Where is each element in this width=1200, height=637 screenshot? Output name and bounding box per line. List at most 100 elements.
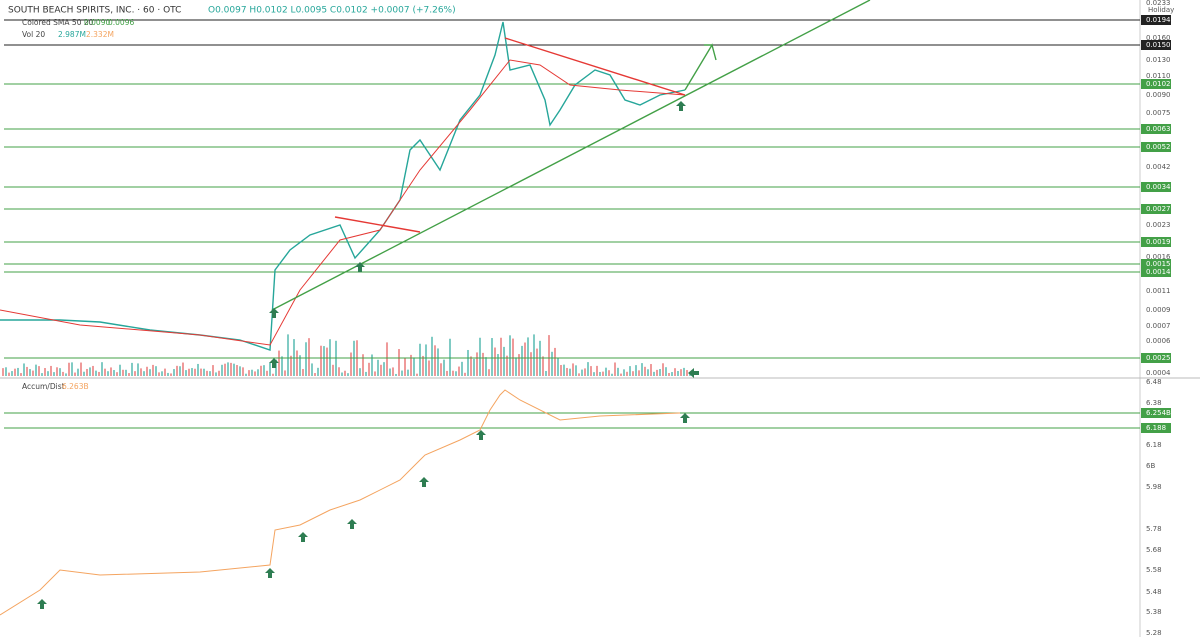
volume-bar	[32, 370, 34, 376]
volume-bar	[347, 373, 349, 376]
volume-bar	[443, 359, 445, 376]
volume-bar	[527, 337, 529, 376]
volume-bar	[389, 368, 391, 376]
volume-bar	[218, 370, 220, 376]
arrow-marker	[680, 413, 690, 423]
volume-bar	[62, 371, 64, 376]
axis-label: 0.0034	[1146, 183, 1171, 191]
volume-bar	[95, 370, 97, 376]
axis-label: 0.0023	[1146, 221, 1171, 229]
volume-bar	[410, 354, 412, 376]
volume-bar	[101, 362, 103, 376]
arrow-marker	[688, 368, 699, 378]
axis-label: 0.0150	[1146, 41, 1171, 49]
axis-label: 0.0130	[1146, 56, 1171, 64]
volume-bar	[158, 372, 160, 376]
volume-bar	[122, 369, 124, 376]
volume-bar	[131, 362, 133, 376]
axis-label: 0.0007	[1146, 322, 1171, 330]
volume-bar	[434, 345, 436, 376]
volume-bar	[194, 368, 196, 376]
label-box	[1141, 142, 1171, 152]
volume-bar	[71, 362, 73, 376]
volume-bar	[431, 336, 433, 376]
volume-bar	[299, 355, 301, 376]
volume-bar	[38, 366, 40, 376]
volume-bar	[170, 373, 172, 376]
volume-bar	[281, 356, 283, 376]
resistance-line	[334, 216, 421, 233]
label-box	[1141, 423, 1171, 433]
volume-bar	[113, 370, 115, 376]
volume-bar	[683, 367, 685, 376]
volume-bar	[404, 357, 406, 376]
volume-bar	[179, 366, 181, 376]
volume-bar	[263, 365, 265, 376]
arrow-marker	[269, 308, 279, 318]
volume-bars	[2, 334, 691, 376]
legend-sma-a: 0.0090	[84, 18, 110, 27]
volume-bar	[209, 371, 211, 376]
volume-bar	[269, 362, 271, 376]
volume-bar	[569, 368, 571, 376]
volume-bar	[137, 363, 139, 376]
volume-bar	[509, 335, 511, 376]
axis-label: 0.0006	[1146, 337, 1171, 345]
volume-bar	[536, 348, 538, 376]
volume-bar	[458, 366, 460, 376]
volume-bar	[677, 370, 679, 376]
volume-bar	[371, 354, 373, 376]
axis-label: 5.48	[1146, 588, 1162, 596]
accum-dist-line	[0, 389, 681, 616]
volume-bar	[521, 345, 523, 376]
volume-bar	[452, 370, 454, 376]
volume-bar	[530, 352, 532, 376]
axis-label: 6B	[1146, 462, 1155, 470]
arrow-marker	[676, 101, 686, 111]
volume-bar	[248, 370, 250, 376]
volume-bar	[362, 354, 364, 376]
volume-bar	[503, 346, 505, 376]
axis-label: 6.188	[1146, 424, 1166, 432]
volume-bar	[80, 362, 82, 376]
volume-bar	[92, 365, 94, 376]
volume-bar	[584, 368, 586, 376]
arrow-marker	[265, 568, 275, 578]
volume-bar	[461, 361, 463, 376]
volume-bar	[428, 360, 430, 376]
volume-bar	[653, 371, 655, 376]
sma-50	[0, 59, 686, 346]
axis-label: 0.0014	[1146, 268, 1171, 276]
volume-bar	[314, 373, 316, 376]
axis-label: 0.0052	[1146, 143, 1171, 151]
volume-bar	[287, 334, 289, 376]
volume-bar	[596, 365, 598, 376]
volume-bar	[350, 352, 352, 376]
volume-bar	[662, 363, 664, 376]
volume-bar	[671, 372, 673, 376]
axis-label: 0.0019	[1146, 238, 1171, 246]
axis-label: 5.68	[1146, 546, 1162, 554]
volume-bar	[185, 370, 187, 376]
volume-bar	[56, 367, 58, 376]
axis-label: 6.48	[1146, 378, 1162, 386]
volume-bar	[401, 370, 403, 376]
arrow-marker	[476, 430, 486, 440]
volume-bar	[17, 367, 19, 376]
volume-bar	[44, 368, 46, 376]
volume-bar	[53, 372, 55, 376]
volume-bar	[602, 371, 604, 376]
volume-bar	[359, 368, 361, 376]
volume-bar	[116, 372, 118, 376]
volume-bar	[626, 371, 628, 376]
volume-bar	[143, 371, 145, 376]
volume-bar	[392, 367, 394, 376]
volume-bar	[149, 369, 151, 376]
legend-accum-value: 6.263B	[62, 382, 89, 391]
axis-label: 0.0102	[1146, 80, 1171, 88]
volume-bar	[245, 373, 247, 376]
label-box	[1141, 79, 1171, 89]
volume-bar	[485, 357, 487, 376]
volume-bar	[425, 344, 427, 376]
